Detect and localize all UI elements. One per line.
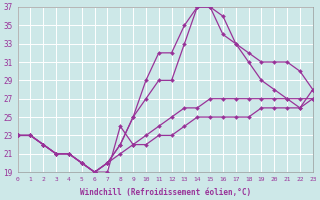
X-axis label: Windchill (Refroidissement éolien,°C): Windchill (Refroidissement éolien,°C) xyxy=(80,188,251,197)
